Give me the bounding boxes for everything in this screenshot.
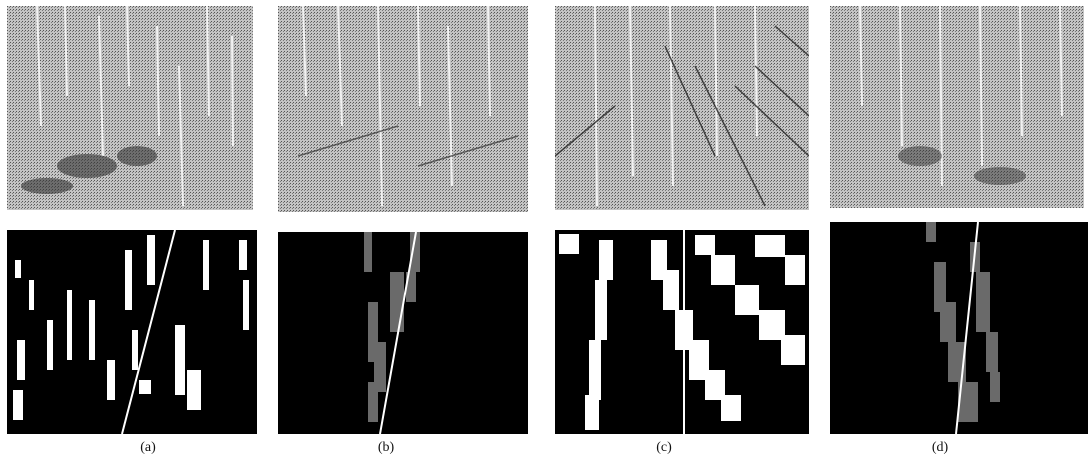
field-photo-b xyxy=(278,6,528,212)
mask-blob xyxy=(29,280,34,310)
field-photo-a-svg xyxy=(7,6,253,210)
mask-blob xyxy=(175,325,185,395)
mask-blob xyxy=(785,255,805,285)
mask-blob xyxy=(368,382,378,422)
mask-blob xyxy=(89,300,95,360)
mask-blob xyxy=(958,382,978,422)
mask-blob xyxy=(390,272,404,332)
caption-b: (b) xyxy=(377,440,395,455)
field-photo-d-svg xyxy=(830,6,1084,208)
mask-blob xyxy=(187,370,201,410)
mask-blob xyxy=(695,235,715,255)
mask-blob xyxy=(926,222,936,242)
mask-blob xyxy=(986,332,998,372)
field-photo-c-svg xyxy=(555,6,809,210)
mask-blob xyxy=(940,302,956,342)
mask-blob xyxy=(243,280,249,330)
mask-blob xyxy=(663,270,679,310)
segmentation-mask-a xyxy=(7,230,257,434)
field-photo-d xyxy=(830,6,1084,208)
mask-blob xyxy=(559,234,579,254)
mask-blob xyxy=(755,235,785,257)
mask-blob xyxy=(15,260,21,278)
mask-blob xyxy=(67,290,72,360)
mask-blob xyxy=(17,340,25,380)
mask-blob xyxy=(125,250,132,310)
mask-blob xyxy=(47,320,53,370)
mask-blob xyxy=(364,232,372,272)
mask-blob xyxy=(711,255,735,285)
mask-blob xyxy=(585,395,599,430)
mask-blob xyxy=(599,240,613,280)
segmentation-mask-b xyxy=(278,232,528,434)
guidance-line-d xyxy=(955,222,979,434)
segmentation-mask-c xyxy=(555,230,809,434)
segmentation-mask-c-svg xyxy=(559,230,805,434)
mask-blob xyxy=(13,390,23,420)
mask-blob xyxy=(689,340,709,380)
caption-c: (c) xyxy=(656,440,672,455)
mask-blob xyxy=(132,330,138,370)
mask-blob xyxy=(934,262,946,312)
mask-blob xyxy=(595,280,607,340)
segmentation-mask-b-svg xyxy=(364,232,420,434)
mask-blob xyxy=(976,272,990,332)
mask-blob xyxy=(735,285,759,315)
caption-a: (a) xyxy=(140,440,156,455)
mask-blob xyxy=(107,360,115,400)
mask-blob xyxy=(147,235,155,285)
segmentation-mask-d-svg xyxy=(926,222,1000,434)
field-photo-c xyxy=(555,6,809,210)
mask-blob xyxy=(759,310,785,340)
mask-blob xyxy=(203,240,209,290)
mask-blob xyxy=(406,272,416,302)
caption-d: (d) xyxy=(931,440,949,455)
mask-blob xyxy=(139,380,151,394)
field-photo-a xyxy=(7,6,253,210)
mask-blob xyxy=(705,370,725,400)
mask-blob xyxy=(721,395,741,421)
mask-blob xyxy=(589,340,601,400)
guidance-line-a xyxy=(121,230,176,434)
field-photo-b-svg xyxy=(278,6,528,212)
mask-blob xyxy=(374,342,386,392)
mask-blob xyxy=(781,335,805,365)
segmentation-mask-d xyxy=(830,222,1088,434)
mask-blob xyxy=(239,240,247,270)
guidance-line-b xyxy=(379,232,417,434)
mask-blob xyxy=(410,232,420,272)
mask-blob xyxy=(990,372,1000,402)
mask-blob xyxy=(368,302,378,362)
segmentation-mask-a-svg xyxy=(13,230,249,434)
